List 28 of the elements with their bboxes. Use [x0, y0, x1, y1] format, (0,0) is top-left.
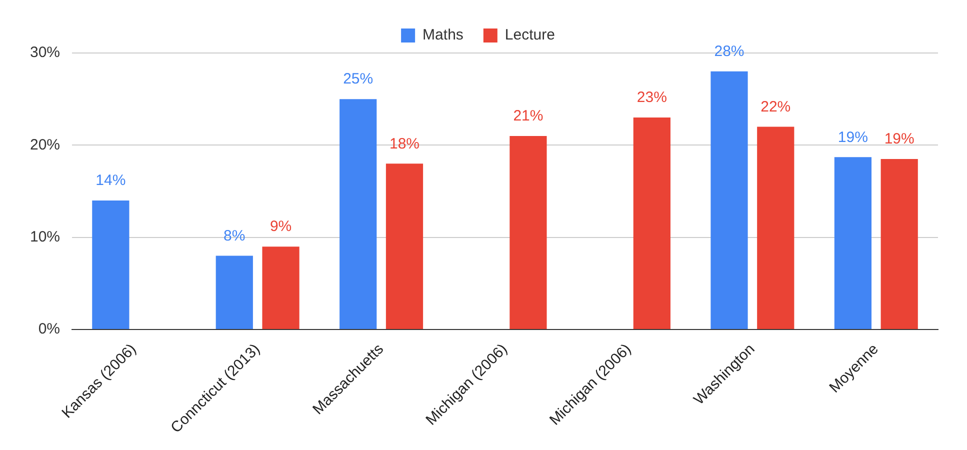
data-label: 19% — [884, 130, 914, 148]
y-tick-label: 20% — [30, 136, 60, 154]
data-label: 28% — [714, 43, 744, 60]
bar — [340, 99, 377, 330]
bar — [510, 136, 547, 330]
data-label: 8% — [224, 227, 246, 244]
data-label: 18% — [389, 135, 420, 152]
y-tick-label: 0% — [38, 320, 60, 338]
bar — [216, 256, 253, 330]
data-label: 23% — [636, 89, 667, 106]
bar — [633, 118, 670, 330]
legend-label: Maths — [422, 26, 464, 44]
y-tick-label: 30% — [30, 44, 60, 62]
data-label: 19% — [838, 128, 868, 146]
legend-label: Lecture — [504, 26, 555, 44]
bar — [757, 126, 794, 330]
y-tick-label: 10% — [30, 228, 60, 246]
bar — [880, 159, 918, 330]
bar — [92, 200, 130, 330]
data-label: 9% — [270, 218, 292, 236]
bar — [710, 71, 748, 330]
data-label: 22% — [760, 98, 791, 116]
bar — [834, 157, 872, 330]
data-label: 14% — [96, 172, 126, 190]
bar — [262, 246, 300, 330]
data-label: 25% — [343, 70, 374, 88]
bar — [386, 164, 424, 330]
data-label: 21% — [513, 108, 544, 125]
